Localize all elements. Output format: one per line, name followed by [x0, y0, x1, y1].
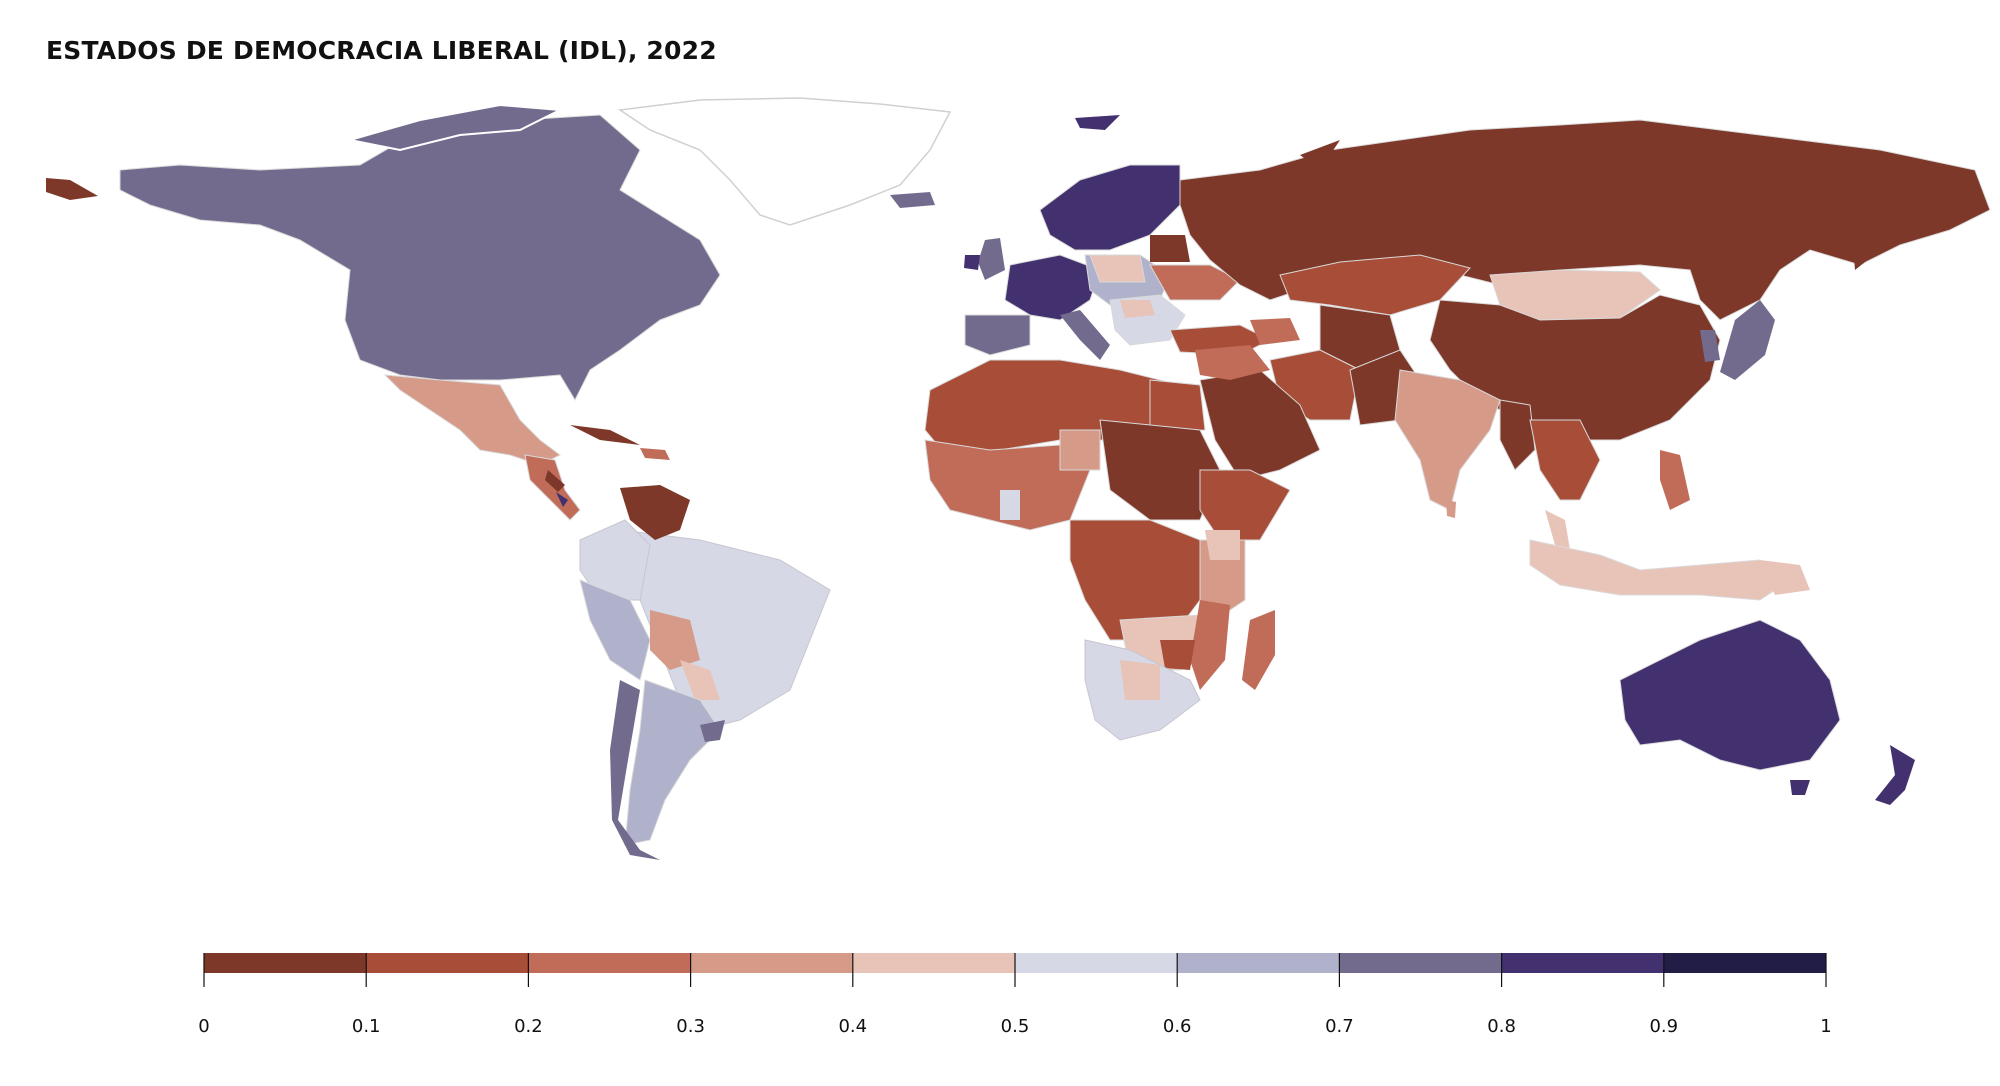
legend-tick-label: 0.1: [352, 1016, 381, 1037]
region-bolivia: [650, 610, 700, 670]
region-russia-far-east: [1850, 200, 1885, 270]
region-sri-lanka: [1446, 500, 1456, 518]
region-alaska-west: [46, 178, 98, 200]
region-new-zealand: [1875, 745, 1915, 805]
region-costa-rica: [556, 492, 568, 507]
region-chile: [610, 680, 660, 860]
region-myanmar: [1499, 399, 1536, 471]
legend-tick-label: 0.2: [514, 1016, 543, 1037]
legend-swatch: [1501, 953, 1665, 973]
world-map: [46, 97, 1991, 860]
legend-tick-label: 1: [1820, 1016, 1831, 1037]
region-central-america: [524, 454, 581, 521]
legend-tick-label: 0.6: [1163, 1016, 1192, 1037]
region-venezuela: [620, 485, 690, 540]
legend-tick-label: 0.8: [1487, 1016, 1516, 1037]
region-iberia: [964, 314, 1031, 356]
region-philippines: [1660, 450, 1690, 510]
region-japan: [1720, 300, 1775, 380]
region-mozambique: [1190, 600, 1230, 690]
region-sahel: [1059, 429, 1101, 471]
region-sudan-chad: [1099, 419, 1221, 521]
region-korea: [1700, 330, 1720, 362]
legend-tick-label: 0.7: [1325, 1016, 1354, 1037]
region-uruguay: [700, 720, 725, 742]
region-egypt: [1149, 379, 1206, 433]
region-colombia-ecuador: [579, 519, 651, 601]
legend-tick-label: 0.3: [676, 1016, 705, 1037]
region-levant-iraq: [1195, 345, 1270, 380]
region-russia-northern-island: [1300, 140, 1340, 170]
region-malaysia: [1545, 510, 1570, 550]
region-nicaragua: [545, 470, 565, 492]
legend-swatch: [1339, 953, 1503, 973]
region-ukraine: [1149, 264, 1241, 301]
region-australia: [1619, 619, 1841, 771]
region-kenya: [1205, 530, 1240, 560]
region-uk: [978, 238, 1005, 280]
region-ghana: [1000, 490, 1020, 520]
region-cuba: [570, 425, 640, 445]
region-zimbabwe: [1160, 640, 1195, 670]
region-horn: [1199, 469, 1291, 541]
legend-tick-label: 0.4: [838, 1016, 867, 1037]
region-greenland: [617, 97, 952, 226]
region-poland: [1089, 254, 1146, 283]
region-iceland: [890, 192, 935, 208]
region-argentina: [624, 679, 721, 846]
region-tasmania: [1790, 780, 1810, 795]
region-arabian-peninsula: [1199, 369, 1321, 481]
region-namibia-botswana: [1120, 660, 1160, 700]
legend-tick-label: 0.9: [1649, 1016, 1678, 1037]
legend-tick-label: 0.5: [1001, 1016, 1030, 1037]
region-italy: [1060, 310, 1110, 360]
map-title: ESTADOS DE DEMOCRACIA LIBERAL (IDL), 202…: [46, 36, 717, 65]
region-ireland: [964, 255, 980, 270]
region-western-europe: [1004, 254, 1101, 321]
region-scandinavia: [1039, 164, 1181, 251]
region-belarus: [1150, 235, 1190, 262]
legend-swatch: [852, 953, 1016, 973]
legend-tick-label: 0: [198, 1016, 209, 1037]
region-west-africa: [924, 439, 1091, 531]
legend-swatch: [204, 953, 367, 973]
legend-swatch: [366, 953, 529, 973]
region-madagascar: [1242, 610, 1275, 690]
legend-swatch: [1663, 953, 1827, 973]
region-hungary-serbia: [1120, 300, 1155, 318]
region-indochina: [1529, 419, 1601, 501]
region-peru: [579, 579, 651, 681]
region-svalbard: [1075, 115, 1120, 130]
region-india: [1394, 369, 1501, 511]
region-png: [1760, 560, 1810, 595]
legend-swatch: [528, 953, 692, 973]
legend-swatch: [690, 953, 854, 973]
region-arctic-islands: [349, 103, 564, 152]
legend-swatch: [1177, 953, 1340, 973]
legend-swatch: [1015, 953, 1178, 973]
region-paraguay: [680, 660, 720, 700]
region-caucasus: [1250, 318, 1300, 345]
region-hispaniola: [640, 448, 670, 460]
